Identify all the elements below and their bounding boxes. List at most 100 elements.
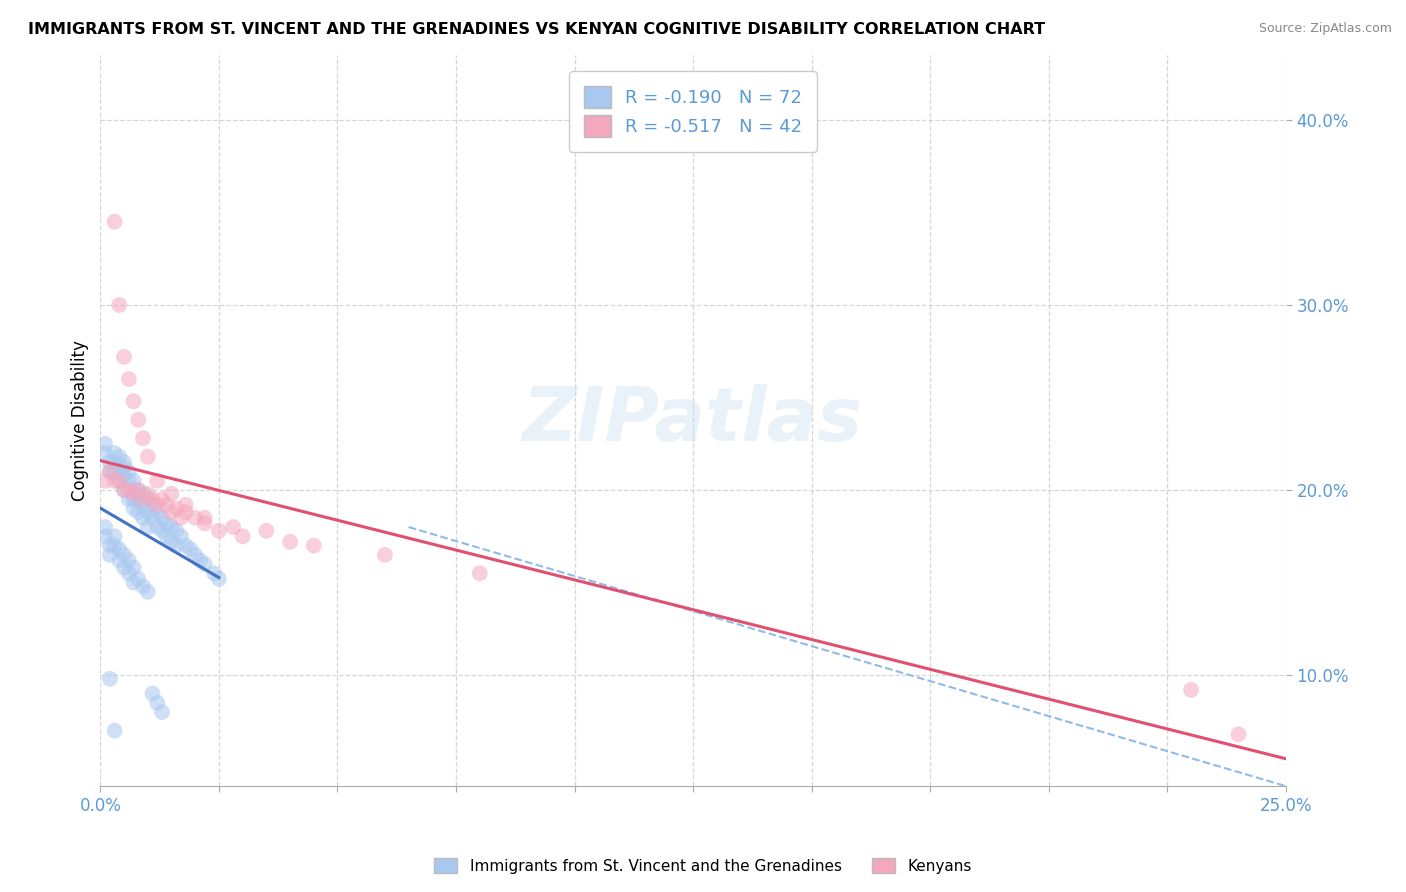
- Point: [136, 487, 159, 501]
- Point: [103, 455, 125, 469]
- Point: [1227, 727, 1250, 741]
- Point: [103, 723, 125, 738]
- Point: [98, 539, 121, 553]
- Point: [108, 465, 131, 479]
- Point: [136, 520, 159, 534]
- Point: [132, 431, 155, 445]
- Point: [108, 474, 131, 488]
- Point: [468, 566, 491, 581]
- Point: [174, 539, 197, 553]
- Text: Source: ZipAtlas.com: Source: ZipAtlas.com: [1258, 22, 1392, 36]
- Point: [160, 505, 183, 519]
- Point: [98, 672, 121, 686]
- Point: [278, 534, 301, 549]
- Point: [132, 510, 155, 524]
- Point: [94, 437, 117, 451]
- Point: [374, 548, 396, 562]
- Point: [174, 505, 197, 519]
- Point: [108, 474, 131, 488]
- Point: [141, 492, 163, 507]
- Legend: Immigrants from St. Vincent and the Grenadines, Kenyans: Immigrants from St. Vincent and the Gren…: [429, 852, 977, 880]
- Point: [118, 566, 141, 581]
- Point: [103, 539, 125, 553]
- Point: [112, 350, 135, 364]
- Point: [136, 505, 159, 519]
- Point: [302, 539, 325, 553]
- Point: [94, 529, 117, 543]
- Point: [194, 557, 217, 571]
- Point: [1180, 682, 1202, 697]
- Point: [165, 524, 187, 538]
- Point: [112, 460, 135, 475]
- Point: [98, 465, 121, 479]
- Point: [146, 498, 169, 512]
- Point: [160, 520, 183, 534]
- Point: [118, 492, 141, 507]
- Point: [165, 539, 187, 553]
- Point: [127, 483, 149, 497]
- Y-axis label: Cognitive Disability: Cognitive Disability: [72, 340, 89, 501]
- Point: [136, 584, 159, 599]
- Point: [141, 510, 163, 524]
- Point: [122, 501, 145, 516]
- Point: [118, 465, 141, 479]
- Point: [146, 520, 169, 534]
- Point: [118, 483, 141, 497]
- Point: [156, 498, 179, 512]
- Point: [127, 505, 149, 519]
- Point: [146, 505, 169, 519]
- Point: [103, 465, 125, 479]
- Point: [150, 510, 173, 524]
- Point: [232, 529, 254, 543]
- Point: [194, 510, 217, 524]
- Point: [141, 687, 163, 701]
- Point: [108, 298, 131, 312]
- Point: [108, 450, 131, 464]
- Point: [127, 483, 149, 497]
- Point: [122, 474, 145, 488]
- Point: [98, 455, 121, 469]
- Point: [112, 483, 135, 497]
- Point: [202, 566, 225, 581]
- Point: [222, 520, 245, 534]
- Point: [122, 561, 145, 575]
- Point: [165, 501, 187, 516]
- Point: [127, 492, 149, 507]
- Point: [170, 529, 193, 543]
- Point: [108, 553, 131, 567]
- Point: [208, 524, 231, 538]
- Text: IMMIGRANTS FROM ST. VINCENT AND THE GRENADINES VS KENYAN COGNITIVE DISABILITY CO: IMMIGRANTS FROM ST. VINCENT AND THE GREN…: [28, 22, 1045, 37]
- Point: [132, 579, 155, 593]
- Point: [160, 487, 183, 501]
- Text: ZIPatlas: ZIPatlas: [523, 384, 863, 457]
- Point: [156, 529, 179, 543]
- Point: [122, 492, 145, 507]
- Point: [150, 705, 173, 719]
- Point: [98, 465, 121, 479]
- Point: [122, 575, 145, 590]
- Point: [127, 572, 149, 586]
- Point: [122, 483, 145, 497]
- Point: [112, 483, 135, 497]
- Point: [118, 474, 141, 488]
- Point: [112, 548, 135, 562]
- Point: [103, 529, 125, 543]
- Point: [118, 553, 141, 567]
- Point: [122, 394, 145, 409]
- Point: [132, 498, 155, 512]
- Point: [132, 492, 155, 507]
- Point: [103, 215, 125, 229]
- Point: [194, 516, 217, 531]
- Point: [94, 520, 117, 534]
- Point: [127, 413, 149, 427]
- Point: [146, 474, 169, 488]
- Point: [141, 498, 163, 512]
- Point: [136, 450, 159, 464]
- Point: [103, 446, 125, 460]
- Point: [112, 455, 135, 469]
- Point: [174, 498, 197, 512]
- Point: [94, 474, 117, 488]
- Legend: R = -0.190   N = 72, R = -0.517   N = 42: R = -0.190 N = 72, R = -0.517 N = 42: [569, 71, 817, 152]
- Point: [118, 372, 141, 386]
- Point: [208, 572, 231, 586]
